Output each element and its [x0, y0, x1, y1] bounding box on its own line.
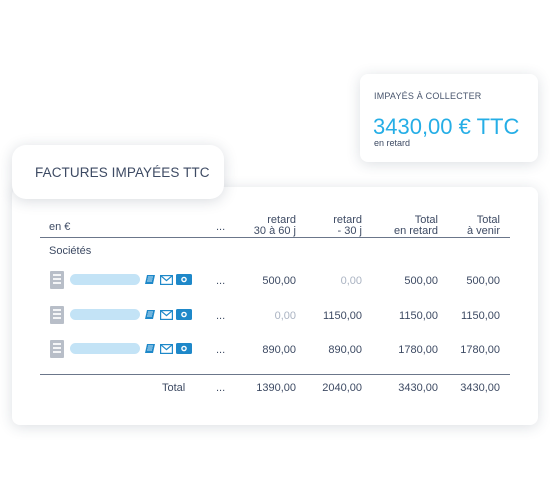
- row-ellipsis: ...: [216, 275, 226, 287]
- total-retard-30-60: 1390,00: [256, 382, 296, 394]
- unpaid-summary-card: IMPAYÉS À COLLECTER 3430,00 € TTC en ret…: [360, 74, 538, 162]
- company-icon: [50, 271, 64, 289]
- mail-icon[interactable]: [160, 275, 173, 285]
- mail-icon[interactable]: [160, 310, 173, 320]
- header-ellipsis: ...: [216, 221, 226, 233]
- document-icon[interactable]: [145, 274, 158, 285]
- cell-total-venir: 1780,00: [460, 344, 500, 356]
- company-name-placeholder[interactable]: [70, 343, 140, 354]
- money-icon[interactable]: [176, 274, 192, 285]
- header-total-retard-line1: Total: [414, 214, 438, 226]
- cell-total-venir: 500,00: [466, 275, 500, 287]
- total-total-venir: 3430,00: [460, 382, 500, 394]
- row-ellipsis: ...: [216, 310, 226, 322]
- title-pill: FACTURES IMPAYÉES TTC: [12, 145, 224, 199]
- header-total-venir-line1: Total: [476, 214, 500, 226]
- company-icon: [50, 340, 64, 358]
- summary-sublabel: en retard: [374, 138, 411, 148]
- company-name-placeholder[interactable]: [70, 309, 140, 320]
- header-retard-30-line2: - 30 j: [337, 225, 362, 237]
- currency-label: en €: [49, 221, 71, 233]
- summary-label: IMPAYÉS À COLLECTER: [374, 91, 482, 101]
- total-divider: [40, 374, 510, 375]
- company-name-placeholder[interactable]: [70, 274, 140, 285]
- document-icon[interactable]: [145, 309, 158, 320]
- total-total-retard: 3430,00: [398, 382, 438, 394]
- total-label: Total: [162, 382, 186, 394]
- row-ellipsis: ...: [216, 344, 226, 356]
- cell-total-venir: 1150,00: [461, 310, 500, 322]
- document-icon[interactable]: [145, 343, 158, 354]
- header-divider: [40, 237, 510, 238]
- cell-total-retard: 500,00: [404, 275, 438, 287]
- header-retard-30-60-line1: retard: [267, 214, 296, 226]
- cell-retard-30: 1150,00: [323, 310, 362, 322]
- cell-retard-30: 0,00: [340, 275, 362, 287]
- cell-total-retard: 1150,00: [399, 310, 438, 322]
- page-title: FACTURES IMPAYÉES TTC: [35, 165, 210, 180]
- cell-retard-30-60: 890,00: [262, 344, 296, 356]
- section-label: Sociétés: [49, 245, 92, 257]
- cell-retard-30-60: 0,00: [274, 310, 296, 322]
- company-icon: [50, 306, 64, 324]
- cell-retard-30: 890,00: [328, 344, 362, 356]
- total-ellipsis: ...: [216, 382, 226, 394]
- cell-total-retard: 1780,00: [398, 344, 438, 356]
- mail-icon[interactable]: [160, 344, 173, 354]
- money-icon[interactable]: [176, 309, 192, 320]
- summary-amount: 3430,00 € TTC: [373, 114, 520, 139]
- unpaid-invoices-table-card: en € ... retard 30 à 60 j retard - 30 j …: [12, 187, 538, 425]
- total-retard-30: 2040,00: [322, 382, 362, 394]
- header-total-venir-line2: à venir: [466, 225, 500, 237]
- header-retard-30-60-line2: 30 à 60 j: [253, 225, 296, 237]
- money-icon[interactable]: [176, 343, 192, 354]
- cell-retard-30-60: 500,00: [262, 275, 296, 287]
- header-retard-30-line1: retard: [333, 214, 362, 226]
- header-total-retard-line2: en retard: [393, 225, 438, 237]
